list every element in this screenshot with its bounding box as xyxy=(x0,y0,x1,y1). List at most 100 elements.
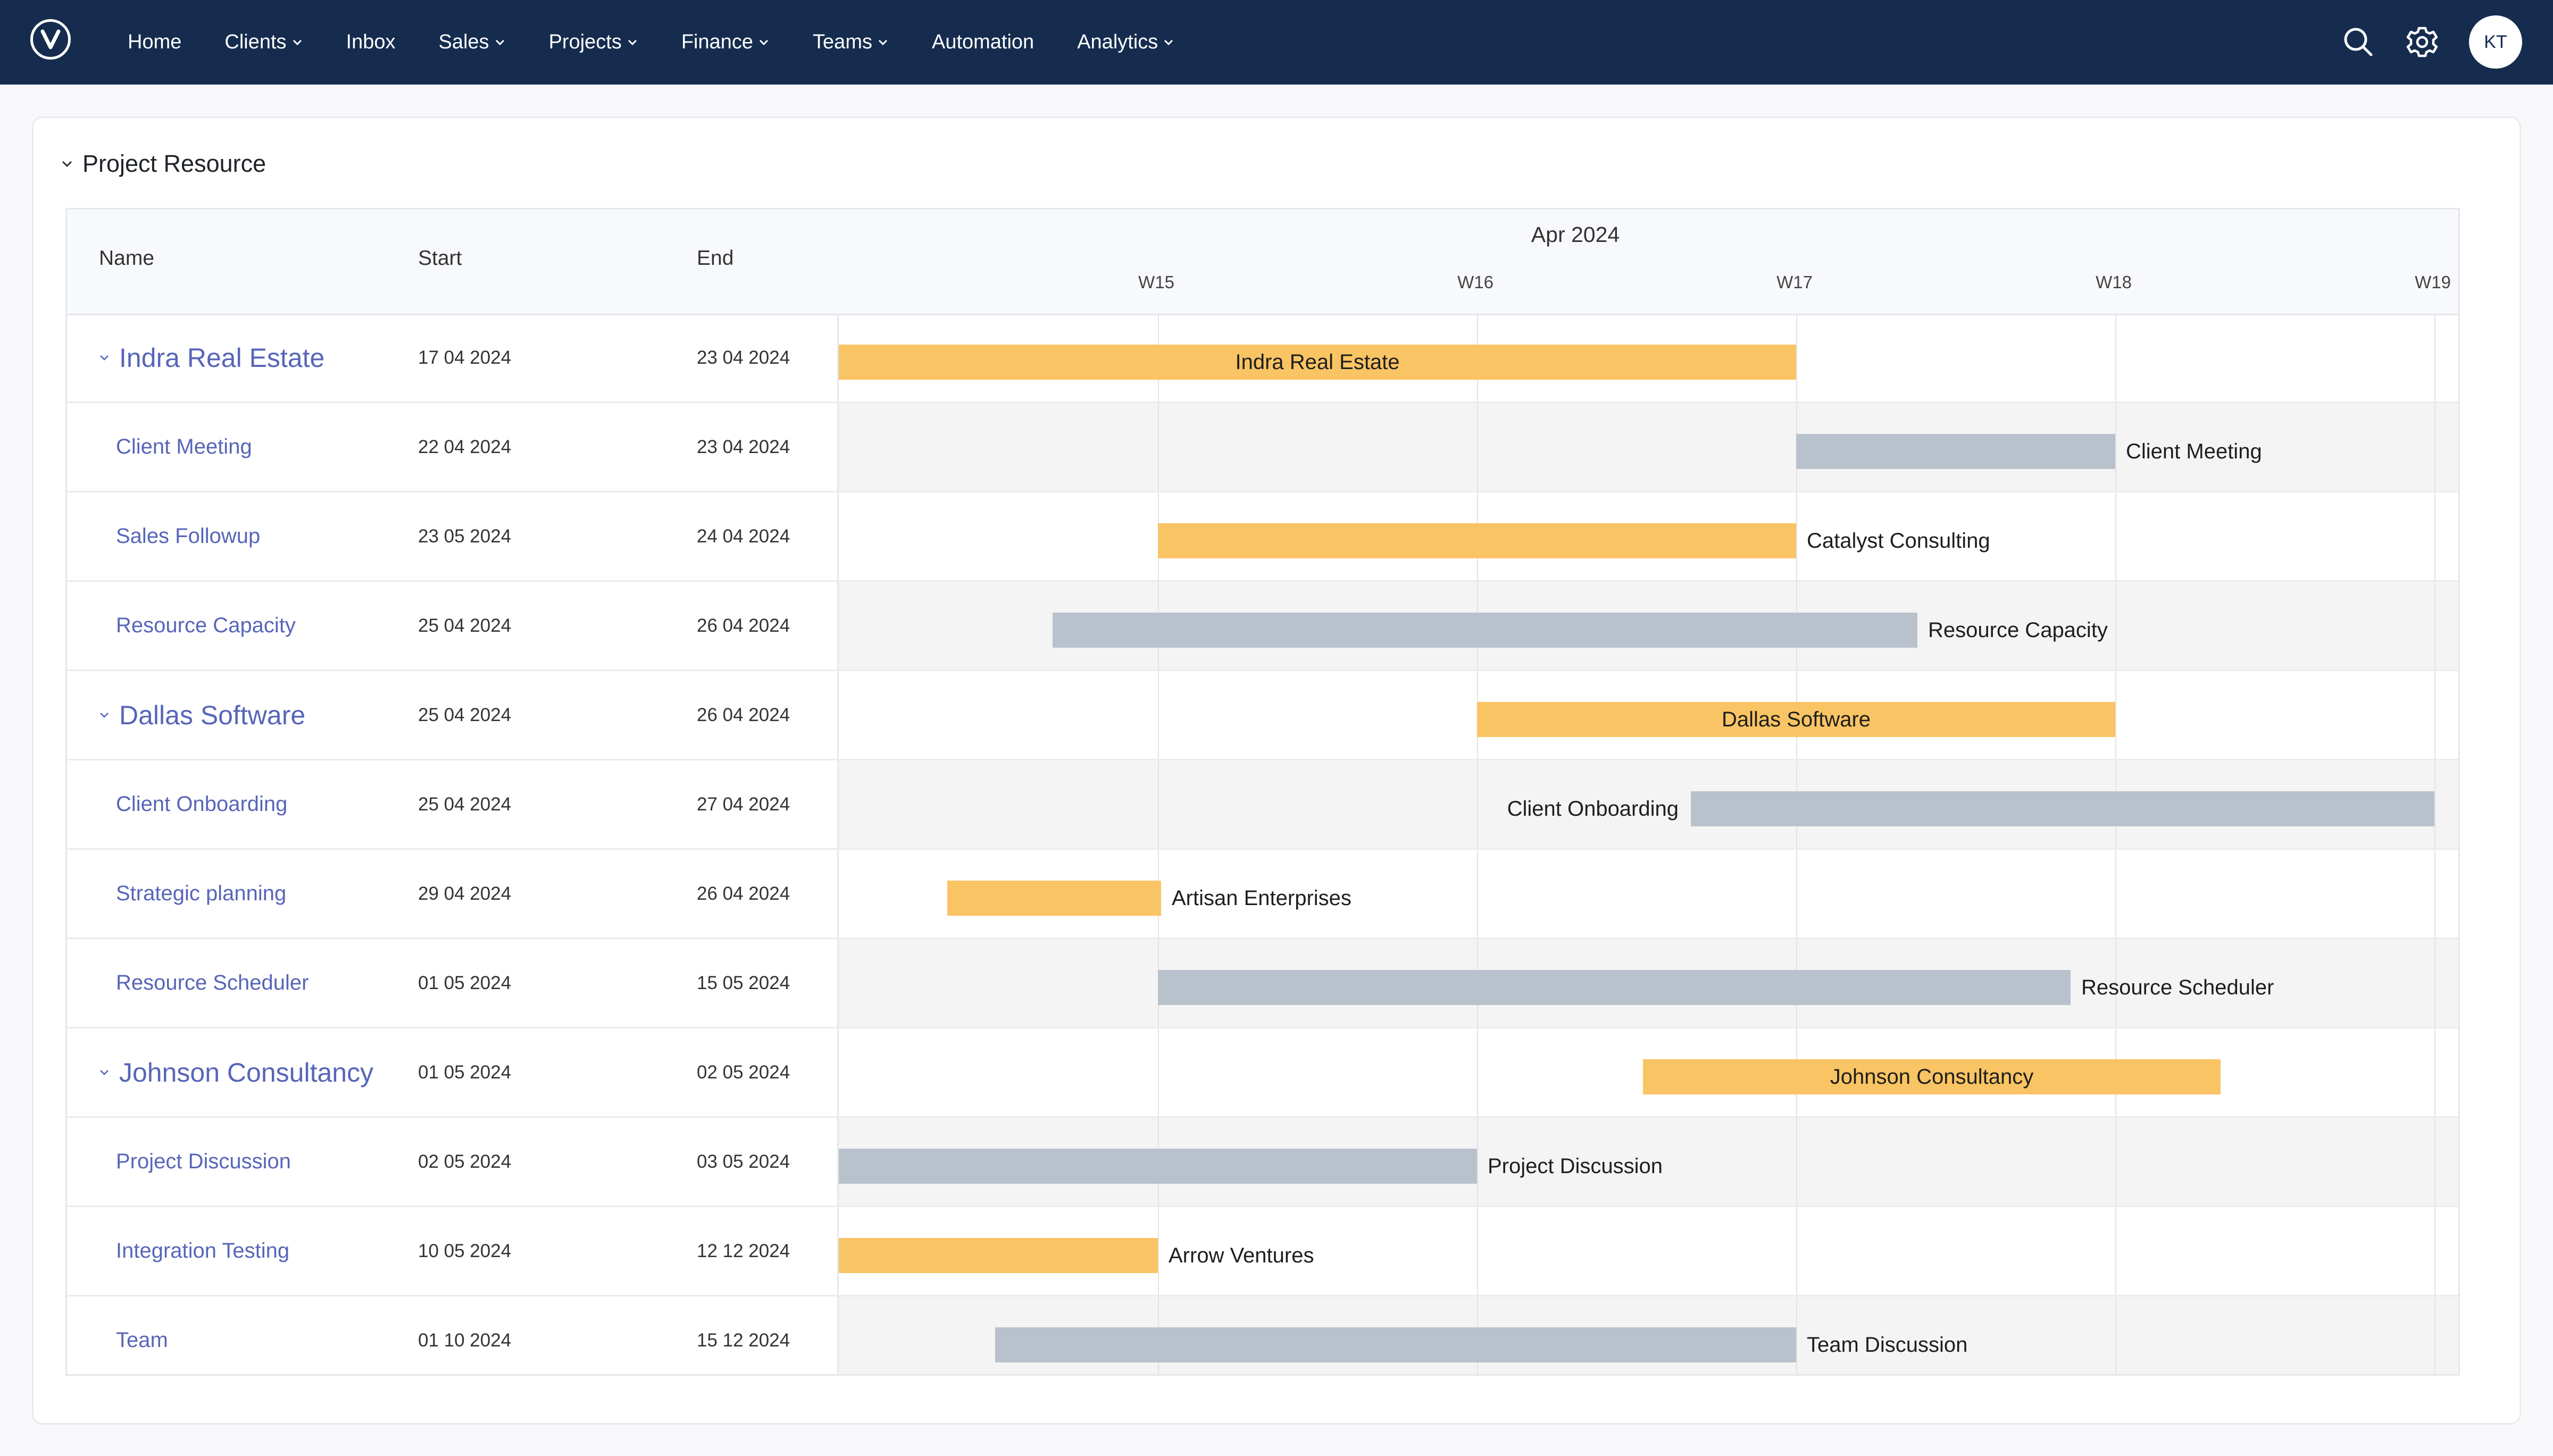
group-name-cell[interactable]: Indra Real Estate xyxy=(99,314,324,401)
gantt-task-row[interactable]: Sales Followup 23 05 2024 24 04 2024 Cataly… xyxy=(67,492,2458,582)
group-name-cell[interactable]: Johnson Consultancy xyxy=(99,1028,373,1116)
column-header-start[interactable]: Start xyxy=(418,247,462,270)
gantt-task-row[interactable]: Resource Scheduler 01 05 2024 15 05 2024 Re… xyxy=(67,939,2458,1028)
nav-item-finance[interactable]: Finance xyxy=(681,21,770,64)
chevron-down-icon[interactable] xyxy=(99,355,110,361)
nav-item-automation[interactable]: Automation xyxy=(932,21,1034,64)
end-date-cell: 23 04 2024 xyxy=(697,347,790,368)
logo-icon[interactable] xyxy=(30,19,71,60)
week-label: W15 xyxy=(1138,272,1174,292)
timeline-cell: Project Discussion xyxy=(837,1118,2458,1206)
month-label: Apr 2024 xyxy=(1531,222,1620,247)
nav-item-label: Automation xyxy=(931,31,1034,53)
gantt-group-row[interactable]: Johnson Consultancy 01 05 2024 02 05 2024 J… xyxy=(67,1028,2458,1118)
task-bar[interactable] xyxy=(995,1327,1796,1362)
week-gridline xyxy=(2434,1118,2435,1206)
nav-item-label: Finance xyxy=(681,31,754,53)
task-name-cell[interactable]: Project Discussion xyxy=(116,1118,291,1206)
week-gridline xyxy=(1796,850,1797,938)
start-date-cell: 25 04 2024 xyxy=(418,704,512,725)
bar-label: Catalyst Consulting xyxy=(1807,529,1990,553)
nav-item-label: Analytics xyxy=(1077,31,1158,53)
start-date-cell: 01 05 2024 xyxy=(418,972,512,993)
nav-item-label: Inbox xyxy=(346,31,396,53)
task-bar[interactable] xyxy=(947,881,1161,916)
row-name-label: Johnson Consultancy xyxy=(119,1057,374,1087)
task-name-cell[interactable]: Client Onboarding xyxy=(116,760,287,848)
end-date-cell: 15 05 2024 xyxy=(697,972,790,993)
row-name-label: Client Onboarding xyxy=(116,792,288,816)
week-gridline xyxy=(1158,1028,1159,1116)
gantt-task-row[interactable]: Resource Capacity 25 04 2024 26 04 2024 Res… xyxy=(67,582,2458,671)
week-gridline xyxy=(1158,760,1159,848)
group-name-cell[interactable]: Dallas Software xyxy=(99,671,305,759)
card-header[interactable]: Project Resource xyxy=(61,150,266,178)
group-bar[interactable] xyxy=(1477,702,2115,737)
chevron-down-icon[interactable] xyxy=(99,1069,110,1076)
task-name-cell[interactable]: Team xyxy=(116,1296,168,1374)
task-name-cell[interactable]: Resource Scheduler xyxy=(116,939,308,1027)
week-gridline xyxy=(2115,1207,2116,1295)
week-gridline xyxy=(2115,939,2116,1027)
nav-item-clients[interactable]: Clients xyxy=(224,21,303,64)
end-date-cell: 26 04 2024 xyxy=(697,615,790,636)
week-gridline xyxy=(2434,760,2435,848)
nav-item-label: Projects xyxy=(548,31,622,53)
week-gridline xyxy=(1796,1207,1797,1295)
gantt-group-row[interactable]: Indra Real Estate 17 04 2024 23 04 2024 Ind… xyxy=(67,314,2458,403)
end-date-cell: 26 04 2024 xyxy=(697,704,790,725)
column-header-end[interactable]: End xyxy=(697,247,734,270)
gantt-task-row[interactable]: Team 01 10 2024 15 12 2024 Team Discussion xyxy=(67,1296,2458,1374)
week-gridline xyxy=(2115,314,2116,401)
user-avatar[interactable]: KT xyxy=(2469,15,2522,69)
week-label: W18 xyxy=(2096,272,2132,292)
start-date-cell: 29 04 2024 xyxy=(418,883,512,904)
row-name-label: Sales Followup xyxy=(116,524,261,548)
chevron-down-icon[interactable] xyxy=(99,712,110,718)
gantt-header: Name Start End Apr 2024 W15 W16 W17 W18 W19 xyxy=(67,210,2458,315)
end-date-cell: 02 05 2024 xyxy=(697,1061,790,1083)
nav-item-inbox[interactable]: Inbox xyxy=(346,21,396,64)
gantt-task-row[interactable]: Strategic planning 29 04 2024 26 04 2024 Ar… xyxy=(67,850,2458,939)
task-bar[interactable] xyxy=(839,1149,1477,1184)
task-name-cell[interactable]: Strategic planning xyxy=(116,850,286,938)
gantt-task-row[interactable]: Project Discussion 02 05 2024 03 05 2024 Pr… xyxy=(67,1118,2458,1207)
nav-item-home[interactable]: Home xyxy=(128,21,181,64)
nav-item-projects[interactable]: Projects xyxy=(549,21,638,64)
chevron-down-icon xyxy=(628,39,637,45)
week-gridline xyxy=(2434,492,2435,580)
gantt-task-row[interactable]: Client Meeting 22 04 2024 23 04 2024 Client… xyxy=(67,403,2458,492)
task-bar[interactable] xyxy=(1158,523,1796,558)
gantt-task-row[interactable]: Integration Testing 10 05 2024 12 12 2024 A… xyxy=(67,1207,2458,1296)
nav-item-analytics[interactable]: Analytics xyxy=(1077,21,1174,64)
gear-icon[interactable] xyxy=(2405,25,2439,59)
nav-item-teams[interactable]: Teams xyxy=(813,21,889,64)
task-name-cell[interactable]: Resource Capacity xyxy=(116,582,296,670)
task-bar[interactable] xyxy=(1796,434,2115,469)
gantt-group-row[interactable]: Dallas Software 25 04 2024 26 04 2024 Dalla… xyxy=(67,671,2458,760)
task-name-cell[interactable]: Sales Followup xyxy=(116,492,260,580)
task-bar[interactable] xyxy=(1158,970,2071,1005)
gantt-task-row[interactable]: Client Onboarding 25 04 2024 27 04 2024 Cli… xyxy=(67,760,2458,850)
bar-label: Artisan Enterprises xyxy=(1172,886,1351,910)
nav-item-sales[interactable]: Sales xyxy=(439,21,506,64)
task-name-cell[interactable]: Integration Testing xyxy=(116,1207,289,1295)
end-date-cell: 12 12 2024 xyxy=(697,1240,790,1261)
group-bar[interactable] xyxy=(839,345,1796,380)
week-label: W17 xyxy=(1776,272,1813,292)
task-bar[interactable] xyxy=(1691,791,2434,826)
nav-item-label: Home xyxy=(128,31,182,53)
column-header-name[interactable]: Name xyxy=(99,247,155,270)
search-icon[interactable] xyxy=(2341,25,2375,59)
week-gridline xyxy=(1158,1207,1159,1295)
project-resource-card: Project Resource Name Start End Apr 2024… xyxy=(32,116,2521,1425)
row-name-label: Indra Real Estate xyxy=(119,342,325,373)
bar-label: Resource Scheduler xyxy=(2081,975,2274,999)
task-bar[interactable] xyxy=(839,1238,1158,1273)
group-bar[interactable] xyxy=(1643,1059,2221,1094)
start-date-cell: 22 04 2024 xyxy=(418,436,512,457)
task-bar[interactable] xyxy=(1053,613,1917,648)
week-gridline xyxy=(1477,1207,1478,1295)
task-name-cell[interactable]: Client Meeting xyxy=(116,403,252,491)
end-date-cell: 03 05 2024 xyxy=(697,1151,790,1172)
